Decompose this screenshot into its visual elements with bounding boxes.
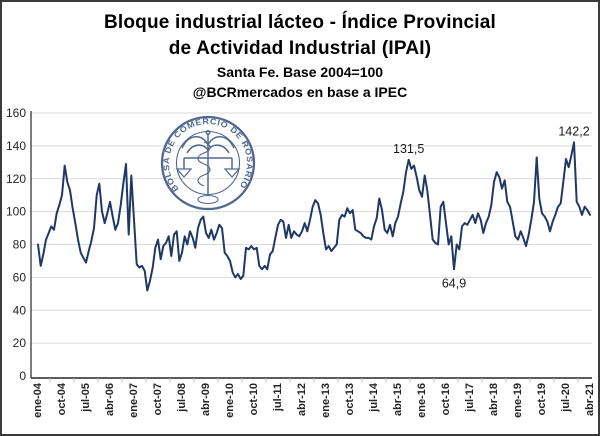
x-tick-label: jul-08 (176, 383, 188, 413)
x-tick-label: abr-18 (488, 383, 500, 416)
x-axis-labels: ene-04 oct-04 jul-05 abr-06 ene-07 oct-07 jul-… (32, 378, 596, 418)
annotation-label: 142,2 (558, 124, 589, 138)
x-tick-label: jul-17 (464, 383, 476, 413)
x-tick-label: ene-10 (224, 383, 236, 418)
bcr-watermark-logo: BOLSA DE COMERCIO DE ROSARIO (160, 115, 256, 211)
x-tick-label: ene-04 (32, 382, 44, 418)
x-tick-label: oct-19 (536, 383, 548, 415)
x-tick-label: abr-12 (296, 383, 308, 416)
axes (30, 111, 592, 379)
y-tick-label: 40 (13, 303, 27, 317)
x-tick-label: jul-14 (368, 382, 380, 413)
data-line-ipai-lacteo (37, 141, 591, 292)
y-tick-label: 0 (19, 369, 26, 383)
watermark-scale-beam-icon (183, 157, 233, 169)
watermark-scale-pans-icon (175, 168, 241, 178)
annotation-label: 64,9 (442, 276, 466, 290)
x-tick-label: oct-16 (440, 383, 452, 415)
watermark-snake-icon (197, 141, 211, 187)
watermark-banner-icon (197, 194, 219, 205)
data-annotations: 131,5 64,9 142,2 (393, 124, 590, 290)
y-tick-label: 20 (13, 336, 27, 350)
x-tick-label: abr-15 (392, 383, 404, 416)
annotation-label: 131,5 (393, 142, 424, 156)
x-tick-label: ene-16 (416, 383, 428, 418)
x-tick-label: ene-19 (512, 383, 524, 418)
x-tick-label: oct-10 (248, 383, 260, 415)
x-tick-label: ene-07 (128, 383, 140, 418)
chart-subtitle: Santa Fe. Base 2004=100 (216, 64, 384, 80)
x-tick-label: abr-09 (200, 383, 212, 416)
x-tick-label: jul-05 (80, 383, 92, 413)
y-tick-label: 140 (6, 139, 26, 153)
x-tick-label: oct-13 (344, 383, 356, 415)
x-tick-label: jul-11 (272, 383, 284, 412)
y-axis-labels: 0 20 40 60 80 100 120 140 160 (6, 106, 26, 383)
y-tick-label: 120 (6, 172, 26, 186)
y-tick-label: 160 (6, 106, 26, 120)
chart-header: Bloque industrial lácteo - Índice Provin… (2, 10, 598, 102)
y-tick-label: 100 (6, 205, 26, 219)
x-tick-label: abr-21 (584, 383, 596, 416)
x-tick-label: oct-04 (56, 382, 68, 415)
chart-credit: @BCRmercados en base a IPEC (192, 84, 408, 100)
x-tick-label: abr-06 (104, 383, 116, 416)
y-tick-label: 60 (13, 270, 27, 284)
chart-title-line1: Bloque industrial lácteo - Índice Provin… (103, 12, 497, 33)
y-tick-label: 80 (13, 238, 27, 252)
x-tick-label: jul-20 (560, 383, 572, 413)
x-tick-label: ene-13 (320, 383, 332, 418)
chart-title-line2: de Actividad Industrial (IPAI) (168, 38, 432, 59)
x-tick-label: oct-07 (152, 383, 164, 415)
watermark-wings-icon (181, 136, 235, 154)
